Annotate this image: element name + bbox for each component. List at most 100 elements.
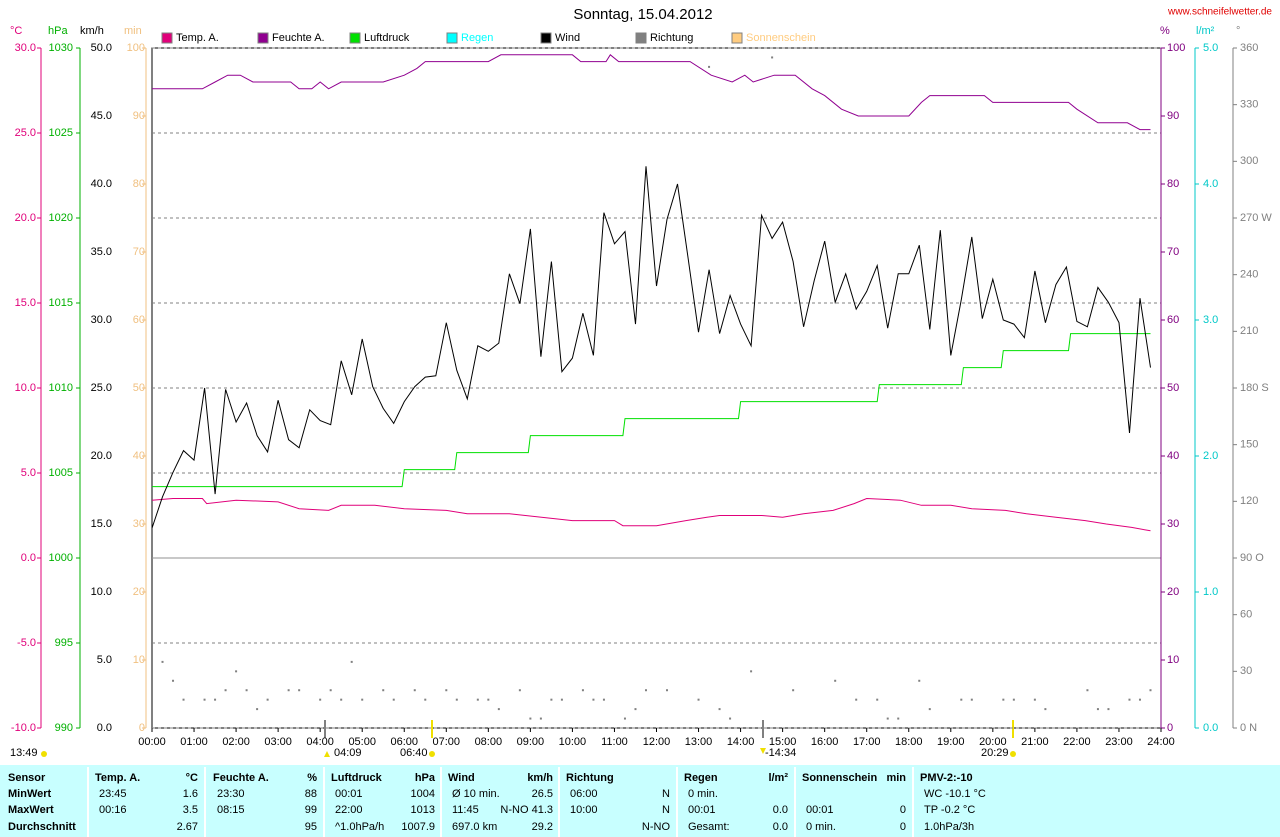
y-tick-label: 1025 [49, 127, 73, 139]
column-unit: % [307, 772, 317, 784]
direction-dot [392, 698, 395, 701]
y-tick-label: 90 O [1240, 552, 1264, 564]
cell-value: 26.5 [532, 788, 553, 800]
direction-dot [529, 717, 532, 720]
direction-dot [666, 689, 669, 692]
x-tick-label: 08:00 [475, 736, 503, 748]
series-line [152, 54, 1151, 131]
legend-swatch [540, 32, 552, 44]
y-tick-label: 50 [133, 382, 145, 394]
y-tick-label: 150 [1240, 439, 1258, 451]
cell-value: 1004 [411, 788, 435, 800]
series-line [152, 333, 1151, 488]
y-tick-label: 30.0 [15, 42, 36, 54]
axis-unit: km/h [80, 25, 104, 37]
x-tick-label: 17:00 [853, 736, 881, 748]
direction-dot [1149, 689, 1152, 692]
cell-text: 1.0hPa/3h [924, 821, 974, 833]
axis-unit: l/m² [1196, 25, 1215, 37]
y-tick-label: -5.0 [17, 637, 36, 649]
cell-text: 697.0 km [452, 821, 497, 833]
x-tick-label: 11:00 [601, 736, 628, 748]
legend-swatch [446, 32, 458, 44]
direction-dot [539, 717, 542, 720]
direction-dot [1086, 689, 1089, 692]
x-tick-label: 20:00 [979, 736, 1007, 748]
row-label: MaxWert [8, 804, 54, 816]
direction-dot [581, 689, 584, 692]
cell-text: 00:16 [99, 804, 127, 816]
y-tick-label: 10 [1167, 654, 1179, 666]
y-tick-label: 5.0 [21, 467, 36, 479]
direction-dot [340, 698, 343, 701]
y-tick-label: 3.0 [1203, 314, 1218, 326]
direction-dot [623, 717, 626, 720]
y-tick-label: 35.0 [91, 246, 112, 258]
legend-label: Sonnenschein [746, 32, 816, 44]
direction-dot [1138, 698, 1141, 701]
direction-dot [718, 708, 721, 711]
direction-dot [382, 689, 385, 692]
direction-dot [214, 698, 217, 701]
y-tick-label: 15.0 [15, 297, 36, 309]
x-tick-label: 03:00 [264, 736, 292, 748]
direction-dot [1107, 708, 1110, 711]
direction-dot [161, 660, 164, 663]
direction-dot [634, 708, 637, 711]
cell-value: 1007.9 [401, 821, 435, 833]
column-unit: °C [186, 772, 198, 784]
legend-swatch [635, 32, 647, 44]
cell-text: 00:01 [335, 788, 363, 800]
direction-dot [476, 698, 479, 701]
y-tick-label: 50 [1167, 382, 1179, 394]
sun-icon [429, 751, 435, 757]
direction-dot [487, 698, 490, 701]
direction-dot [350, 660, 353, 663]
y-tick-label: 25.0 [91, 382, 112, 394]
y-tick-label: 5.0 [1203, 42, 1218, 54]
cell-text: 06:00 [570, 788, 598, 800]
cell-value: 0.0 [773, 804, 788, 816]
row-label: Durchschnitt [8, 821, 76, 833]
direction-dot [413, 689, 416, 692]
y-tick-label: 0 N [1240, 722, 1257, 734]
direction-dot [256, 708, 259, 711]
direction-dot [602, 698, 605, 701]
direction-dot [298, 689, 301, 692]
axis-unit: °C [10, 25, 22, 37]
cell-text: 23:30 [217, 788, 245, 800]
y-tick-label: 90 [1167, 110, 1179, 122]
direction-dot [518, 689, 521, 692]
direction-dot [697, 698, 700, 701]
direction-dot [834, 679, 837, 682]
event-time: -14:34 [765, 747, 796, 759]
direction-dot [970, 698, 973, 701]
y-tick-label: 10 [133, 654, 145, 666]
legend-swatch [161, 32, 173, 44]
column-unit: min [886, 772, 906, 784]
event-time: 04:09 [334, 747, 362, 759]
cell-text: 00:01 [688, 804, 716, 816]
cell-text: 22:00 [335, 804, 363, 816]
direction-dot [771, 56, 774, 59]
x-tick-label: 10:00 [559, 736, 587, 748]
cell-text: 0 min. [688, 788, 718, 800]
y-tick-label: 45.0 [91, 110, 112, 122]
x-tick-label: 18:00 [895, 736, 923, 748]
y-tick-label: 4.0 [1203, 178, 1218, 190]
x-tick-label: 04:00 [306, 736, 334, 748]
y-tick-label: 40.0 [91, 178, 112, 190]
y-tick-label: 1015 [49, 297, 73, 309]
y-tick-label: 70 [133, 246, 145, 258]
x-tick-label: 09:00 [517, 736, 545, 748]
y-tick-label: 5.0 [97, 654, 112, 666]
event-time: 13:49 [10, 747, 38, 759]
legend-label: Temp. A. [176, 32, 219, 44]
direction-dot [1044, 708, 1047, 711]
legend-label: Wind [555, 32, 580, 44]
y-tick-label: 1.0 [1203, 586, 1218, 598]
legend-label: Regen [461, 32, 493, 44]
x-tick-label: 07:00 [433, 736, 461, 748]
axis-unit: hPa [48, 25, 68, 37]
y-tick-label: 80 [133, 178, 145, 190]
